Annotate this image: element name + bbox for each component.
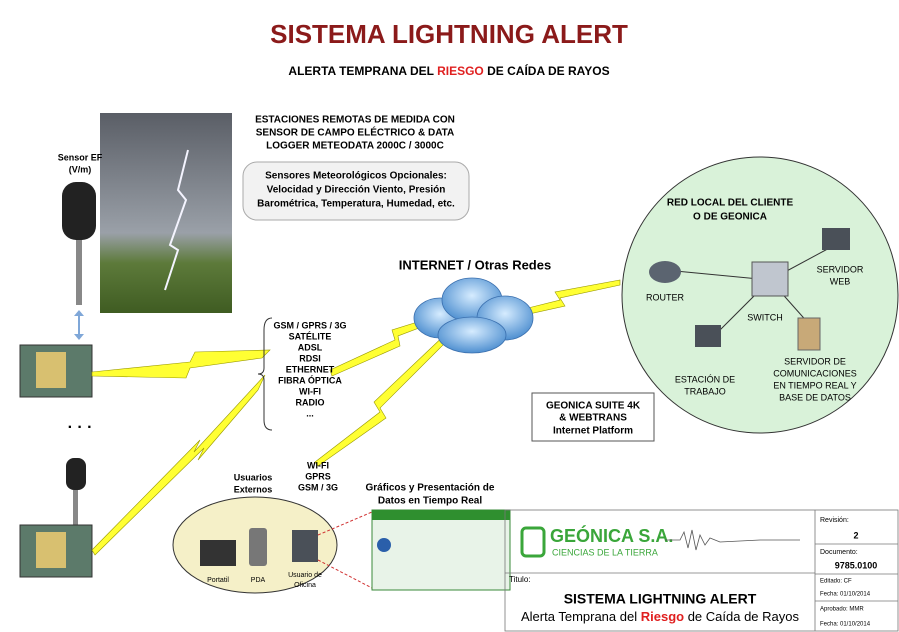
revision-label: Revisión: bbox=[820, 517, 849, 524]
screenshot-header bbox=[372, 510, 510, 520]
workstation-label: TRABAJO bbox=[684, 386, 726, 396]
edited: Editado: CF bbox=[820, 579, 852, 585]
comm-item: ... bbox=[306, 408, 314, 418]
server-label: COMUNICACIONES bbox=[773, 368, 857, 378]
approved: Aprobado: MMR bbox=[820, 607, 864, 613]
laptop-label: Portatil bbox=[207, 577, 229, 584]
title-label: Titulo: bbox=[509, 575, 531, 584]
web-server-icon bbox=[822, 228, 850, 250]
comm-item: SATÉLITE bbox=[289, 331, 332, 341]
document-label: Documento: bbox=[820, 549, 858, 556]
lan-title: O DE GEONICA bbox=[693, 212, 767, 223]
switch-icon bbox=[752, 262, 788, 296]
comm-item: FIBRA ÓPTICA bbox=[278, 374, 342, 385]
edited-date: Fecha: 01/10/2014 bbox=[820, 592, 871, 598]
switch-label: SWITCH bbox=[747, 312, 783, 322]
comm-item: WI-FI bbox=[299, 386, 321, 396]
graphics-text: Gráficos y Presentación de bbox=[366, 483, 495, 494]
internet-label: INTERNET / Otras Redes bbox=[399, 257, 551, 272]
stations-text: LOGGER METEODATA 2000C / 3000C bbox=[266, 141, 444, 152]
screenshot-globe bbox=[377, 538, 391, 552]
lan-title: RED LOCAL DEL CLIENTE bbox=[667, 198, 794, 209]
screenshot-thumb bbox=[372, 510, 510, 590]
title: SISTEMA LIGHTNING ALERT bbox=[270, 19, 628, 49]
subtitle: ALERTA TEMPRANA DEL RIESGO DE CAÍDA DE R… bbox=[288, 63, 609, 78]
router-icon bbox=[649, 261, 681, 283]
office-label: Usuario de bbox=[288, 572, 322, 579]
graphics-text: Datos en Tiempo Real bbox=[378, 496, 483, 507]
ellipsis: · · · bbox=[68, 419, 93, 436]
datalogger-panel bbox=[36, 352, 66, 388]
server-label: SERVIDOR DE bbox=[784, 356, 846, 366]
comm-item: ETHERNET bbox=[286, 364, 335, 374]
router-label: ROUTER bbox=[646, 292, 685, 302]
cloud-part bbox=[438, 317, 506, 353]
office-pc-icon bbox=[292, 530, 318, 562]
comm-item: GSM / GPRS / 3G bbox=[273, 320, 346, 330]
document: 9785.0100 bbox=[835, 560, 878, 570]
sensor-pole bbox=[73, 490, 78, 525]
stations-text: SENSOR DE CAMPO ELÉCTRICO & DATA bbox=[256, 126, 455, 139]
mobile-text: WI-FI bbox=[307, 460, 329, 470]
diagram: SISTEMA LIGHTNING ALERT ALERTA TEMPRANA … bbox=[0, 0, 899, 632]
users-title: Externos bbox=[234, 484, 273, 494]
subtitle-part: DE CAÍDA DE RAYOS bbox=[487, 63, 609, 78]
comm-item: RADIO bbox=[296, 397, 325, 407]
company: GEÓNICA S.A. bbox=[550, 525, 673, 546]
block-subtitle-highlight: Riesgo bbox=[641, 609, 684, 624]
stations-text: ESTACIONES REMOTAS DE MEDIDA CON bbox=[255, 115, 455, 126]
laptop-icon bbox=[200, 540, 236, 566]
storm-photo bbox=[100, 113, 232, 313]
comm-item: RDSI bbox=[299, 353, 321, 363]
subtitle-part: ALERTA TEMPRANA DEL bbox=[288, 64, 433, 78]
server-label: BASE DE DATOS bbox=[779, 392, 851, 402]
sensor-pole bbox=[76, 240, 82, 305]
optional-text: Velocidad y Dirección Viento, Presión bbox=[267, 185, 446, 196]
workstation-label: ESTACIÓN DE bbox=[675, 374, 735, 384]
optional-text: Barométrica, Temperatura, Humedad, etc. bbox=[257, 199, 455, 210]
suite-text: & WEBTRANS bbox=[559, 413, 627, 424]
server-icon bbox=[798, 318, 820, 350]
pda-label: PDA bbox=[251, 577, 266, 584]
mobile-text: GSM / 3G bbox=[298, 482, 338, 492]
sensor-label: Sensor EF bbox=[58, 152, 103, 162]
mobile-text: GPRS bbox=[305, 471, 331, 481]
sensor-label: (V/m) bbox=[69, 164, 92, 174]
optional-text: Sensores Meteorológicos Opcionales: bbox=[265, 171, 447, 182]
pda-icon bbox=[249, 528, 267, 566]
sensor-head bbox=[66, 458, 86, 490]
workstation-icon bbox=[695, 325, 721, 347]
subtitle-highlight: RIESGO bbox=[437, 64, 484, 78]
tagline: CIENCIAS DE LA TIERRA bbox=[552, 547, 658, 557]
revision: 2 bbox=[853, 530, 858, 540]
suite-text: Internet Platform bbox=[553, 426, 633, 437]
users-title: Usuarios bbox=[234, 472, 273, 482]
block-subtitle: Alerta Temprana del Riesgo de Caída de R… bbox=[521, 609, 799, 624]
server-label: EN TIEMPO REAL Y bbox=[773, 380, 856, 390]
office-label: Oficina bbox=[294, 582, 316, 589]
datalogger-panel bbox=[36, 532, 66, 568]
comm-item: ADSL bbox=[298, 342, 323, 352]
web-label: WEB bbox=[830, 276, 851, 286]
block-subtitle-part: de Caída de Rayos bbox=[688, 609, 800, 624]
suite-text: GEONICA SUITE 4K bbox=[546, 401, 641, 412]
web-label: SERVIDOR bbox=[817, 264, 864, 274]
block-subtitle-part: Alerta Temprana del bbox=[521, 609, 637, 624]
approved-date: Fecha: 01/10/2014 bbox=[820, 622, 871, 628]
block-title: SISTEMA LIGHTNING ALERT bbox=[564, 591, 757, 607]
sensor-head bbox=[62, 182, 96, 240]
